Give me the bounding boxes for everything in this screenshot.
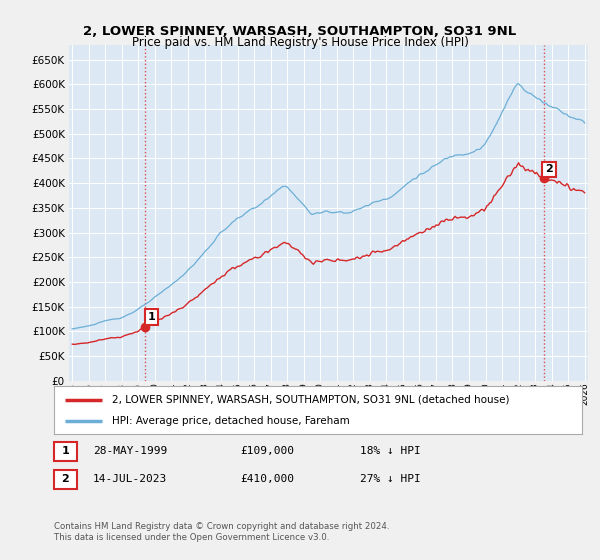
- Text: HPI: Average price, detached house, Fareham: HPI: Average price, detached house, Fare…: [112, 416, 350, 426]
- Text: 1: 1: [62, 446, 69, 456]
- Text: 18% ↓ HPI: 18% ↓ HPI: [360, 446, 421, 456]
- Text: 2, LOWER SPINNEY, WARSASH, SOUTHAMPTON, SO31 9NL (detached house): 2, LOWER SPINNEY, WARSASH, SOUTHAMPTON, …: [112, 395, 509, 405]
- Text: 1: 1: [148, 312, 155, 322]
- Text: 2: 2: [545, 164, 553, 174]
- Text: 28-MAY-1999: 28-MAY-1999: [93, 446, 167, 456]
- Text: 14-JUL-2023: 14-JUL-2023: [93, 474, 167, 484]
- Text: 27% ↓ HPI: 27% ↓ HPI: [360, 474, 421, 484]
- Text: £410,000: £410,000: [240, 474, 294, 484]
- Text: 2, LOWER SPINNEY, WARSASH, SOUTHAMPTON, SO31 9NL: 2, LOWER SPINNEY, WARSASH, SOUTHAMPTON, …: [83, 25, 517, 38]
- Text: £109,000: £109,000: [240, 446, 294, 456]
- Text: Contains HM Land Registry data © Crown copyright and database right 2024.
This d: Contains HM Land Registry data © Crown c…: [54, 522, 389, 542]
- Text: Price paid vs. HM Land Registry's House Price Index (HPI): Price paid vs. HM Land Registry's House …: [131, 36, 469, 49]
- Text: 2: 2: [62, 474, 69, 484]
